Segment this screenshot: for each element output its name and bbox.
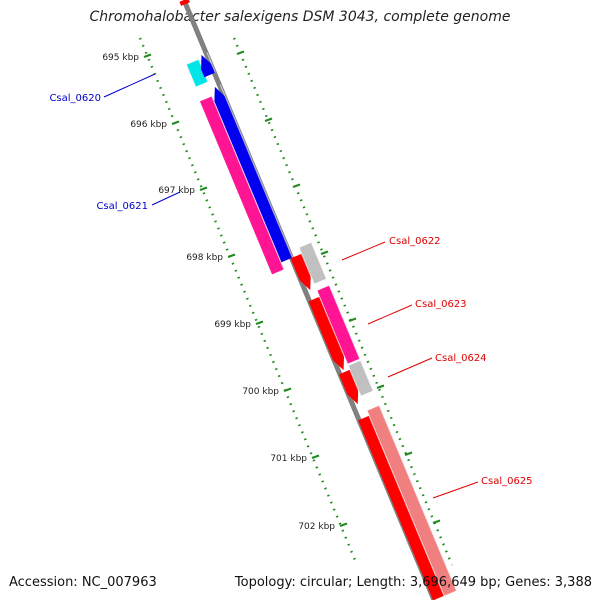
tick-label: 697 kbp xyxy=(158,186,195,196)
tick-mark xyxy=(199,186,208,192)
tick-mark xyxy=(376,384,385,390)
tick-mark xyxy=(236,50,245,56)
gene-label[interactable]: Csal_0624 xyxy=(435,353,487,364)
tick-mark xyxy=(320,250,329,256)
gene-feature-csal-0625-rna xyxy=(367,405,457,596)
gene-feature-partial xyxy=(179,0,191,6)
gene-feature-csal-0625 xyxy=(358,415,445,600)
gene-callout: Csal_0624 xyxy=(387,353,487,378)
gene-feature-csal-0621 xyxy=(199,96,285,275)
gene-callout: Csal_0623 xyxy=(367,299,467,325)
tick-label: 702 kbp xyxy=(298,522,335,532)
gene-callout: Csal_0625 xyxy=(432,476,533,499)
tick-label: 700 kbp xyxy=(242,387,279,397)
gene-feature-csal-0622 xyxy=(290,253,317,291)
genome-summary: Topology: circular; Length: 3,696,649 bp… xyxy=(234,575,592,590)
gene-callout: Csal_0620 xyxy=(49,73,156,104)
gene-feature-csal-0621-cds xyxy=(214,84,293,263)
gene-label[interactable]: Csal_0620 xyxy=(49,93,101,104)
gene-callout: Csal_0622 xyxy=(341,236,441,261)
tick-mark xyxy=(311,454,320,460)
feature-track xyxy=(179,0,457,600)
tick-label: 701 kbp xyxy=(270,454,307,464)
tick-mark xyxy=(432,519,441,525)
gene-feature-csal-0623 xyxy=(308,296,350,371)
gene-feature-csal-0624 xyxy=(338,369,364,405)
tick-mark xyxy=(339,522,348,528)
tick-mark xyxy=(348,317,357,323)
tick-mark xyxy=(283,387,292,393)
tick-label: 698 kbp xyxy=(186,253,223,263)
gene-label[interactable]: Csal_0622 xyxy=(389,236,441,247)
accession-label: Accession: NC_007963 xyxy=(9,575,157,590)
tick-mark xyxy=(264,117,273,123)
tick-mark xyxy=(227,253,236,259)
tick-label: 699 kbp xyxy=(214,320,251,330)
tick-mark xyxy=(143,53,152,59)
gene-feature-csal-0622-rna xyxy=(299,242,327,284)
tick-label: 695 kbp xyxy=(102,53,139,63)
gene-callouts: Csal_0620 Csal_0621 Csal_0622 Csal_0623 Csal… xyxy=(49,73,533,499)
tick-mark xyxy=(404,451,413,457)
gene-label[interactable]: Csal_0625 xyxy=(481,476,533,487)
tick-mark xyxy=(292,183,301,189)
gene-feature-csal-0623-rna xyxy=(317,285,361,364)
gene-callout: Csal_0621 xyxy=(96,191,181,212)
gene-label[interactable]: Csal_0621 xyxy=(96,201,148,212)
tick-mark xyxy=(171,120,180,126)
gene-label[interactable]: Csal_0623 xyxy=(415,299,467,310)
tick-label: 696 kbp xyxy=(130,120,167,130)
scale-ticks: 695 kbp 696 kbp 697 kbp 698 kbp 699 kbp 700 k… xyxy=(102,50,441,532)
gene-feature-csal-0624-rna xyxy=(348,360,374,396)
tick-mark xyxy=(255,320,264,326)
gene-feature-csal-0620-cds xyxy=(201,52,216,78)
